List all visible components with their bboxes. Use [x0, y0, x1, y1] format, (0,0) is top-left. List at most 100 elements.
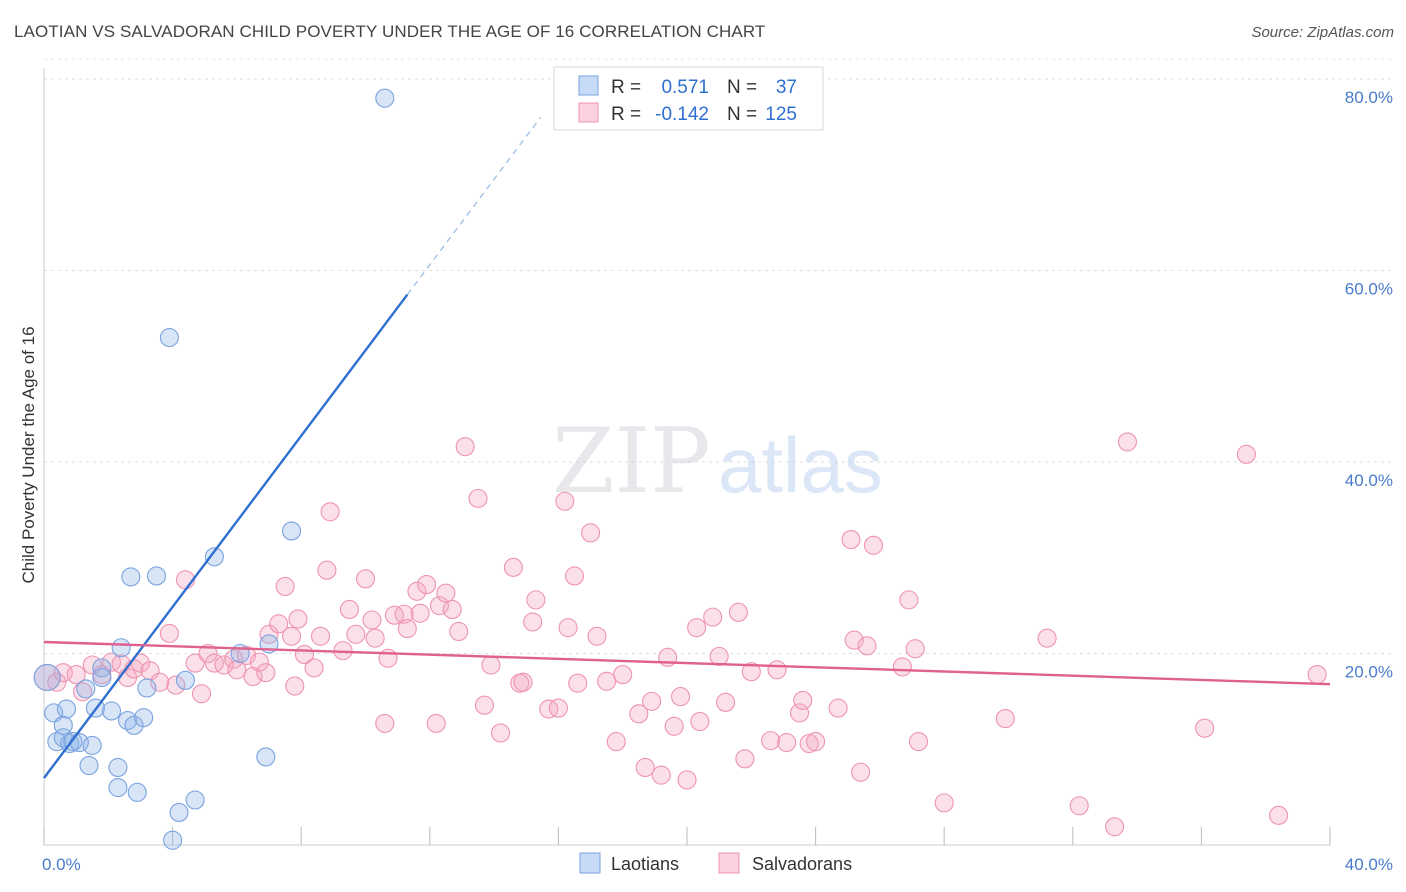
salvadorans-point-87: [687, 618, 707, 638]
salvadorans-point-99: [793, 690, 813, 710]
salvadorans-point-45: [375, 713, 395, 733]
axes: [43, 68, 1331, 846]
salvadorans-point-48: [394, 604, 414, 624]
salvadorans-point-75: [587, 626, 607, 646]
salvadorans-point-94: [741, 662, 761, 682]
laotians-point-35: [282, 521, 302, 541]
y-tick-label-1: 40.0%: [1345, 471, 1393, 490]
laotians-points: [33, 88, 395, 850]
laotians-point-10: [79, 755, 99, 776]
salvadorans-point-113: [995, 709, 1015, 729]
salvadorans-point-74: [580, 523, 601, 543]
laotians-point-11: [82, 735, 102, 755]
salvadorans-point-56: [442, 599, 462, 620]
salvadorans-point-50: [407, 581, 427, 601]
salvadorans-point-32: [285, 676, 305, 696]
salvadorans-point-81: [642, 691, 662, 711]
laotians-point-30: [185, 790, 205, 810]
bottom-legend-laotians-label: Laotians: [611, 854, 679, 874]
salvadorans-point-73: [568, 673, 588, 693]
salvadorans-point-95: [761, 731, 781, 751]
salvadorans-point-26: [249, 652, 269, 672]
salvadorans-point-98: [789, 703, 810, 723]
salvadorans-point-42: [355, 569, 376, 589]
laotians-point-0: [33, 663, 61, 691]
salvadorans-point-18: [191, 684, 212, 704]
salvadorans-point-109: [899, 590, 919, 610]
salvadorans-point-82: [651, 765, 671, 785]
salvadorans-point-67: [526, 590, 546, 610]
salvadorans-point-15: [166, 675, 186, 695]
laotians-point-21: [124, 715, 144, 735]
salvadorans-point-88: [690, 711, 710, 732]
salvadorans-point-102: [828, 698, 848, 718]
salvadorans-point-104: [844, 630, 864, 650]
salvadorans-point-103: [841, 530, 861, 550]
laotians-trend-extension: [406, 116, 542, 296]
salvadorans-trend-line: [43, 640, 1331, 686]
legend-n-label-1: N =: [727, 77, 757, 98]
legend-n-value-2: 125: [765, 104, 797, 125]
laotians-point-36: [375, 88, 395, 108]
watermark-zip: ZIP: [552, 409, 711, 514]
salvadorans-point-17: [185, 653, 205, 673]
salvadorans-point-119: [1236, 444, 1256, 464]
laotians-point-23: [134, 708, 154, 728]
salvadorans-point-43: [362, 610, 382, 630]
salvadorans-point-111: [908, 732, 929, 752]
salvadorans-point-85: [671, 687, 691, 707]
salvadorans-point-71: [558, 618, 578, 638]
salvadorans-point-19: [198, 643, 218, 664]
salvadorans-point-97: [777, 732, 797, 753]
salvadorans-point-7: [101, 652, 122, 672]
salvadorans-point-36: [310, 626, 331, 646]
salvadorans-point-44: [365, 628, 385, 648]
salvadorans-point-101: [806, 732, 826, 752]
salvadorans-point-112: [934, 793, 954, 813]
salvadorans-point-79: [629, 704, 649, 724]
y-tick-label-2: 60.0%: [1345, 280, 1393, 299]
salvadorans-point-29: [269, 614, 289, 634]
salvadorans-point-63: [503, 557, 523, 577]
chart-title: LAOTIAN VS SALVADORAN CHILD POVERTY UNDE…: [14, 22, 766, 41]
laotians-point-29: [175, 670, 196, 690]
salvadorans-point-66: [523, 612, 543, 632]
laotians-point-33: [256, 747, 276, 767]
laotians-point-27: [163, 830, 183, 850]
salvadorans-point-118: [1195, 718, 1215, 738]
salvadorans-point-14: [159, 623, 179, 643]
series-legend: Laotians Salvadorans: [579, 852, 852, 874]
salvadorans-point-62: [490, 723, 511, 743]
y-tick-labels: 20.0% 40.0% 60.0% 80.0%: [1345, 88, 1393, 682]
salvadorans-point-40: [339, 599, 359, 620]
y-axis-title: Child Poverty Under the Age of 16: [19, 326, 38, 583]
bottom-legend-laotians-swatch: [579, 852, 601, 874]
watermark: ZIP atlas: [552, 409, 883, 514]
legend-r-label-2: R =: [611, 104, 641, 125]
bottom-legend-salvadorans-label: Salvadorans: [752, 854, 852, 874]
salvadorans-point-96: [767, 660, 787, 680]
salvadorans-point-30: [275, 576, 295, 597]
laotians-point-9: [76, 679, 96, 699]
salvadorans-point-116: [1105, 817, 1125, 837]
salvadorans-point-92: [728, 602, 748, 622]
laotians-point-16: [108, 757, 128, 777]
salvadorans-point-77: [606, 732, 626, 752]
laotians-trend-line: [43, 293, 409, 779]
laotians-point-18: [111, 638, 131, 658]
salvadorans-point-59: [468, 488, 488, 508]
salvadorans-point-100: [799, 733, 819, 754]
laotians-point-20: [121, 567, 141, 587]
salvadorans-point-23: [227, 660, 247, 680]
salvadorans-point-13: [150, 672, 170, 692]
salvadorans-points: [33, 432, 1327, 837]
salvadorans-point-53: [426, 713, 446, 733]
salvadorans-point-120: [1269, 805, 1289, 825]
salvadorans-point-69: [548, 698, 568, 718]
salvadorans-point-84: [664, 716, 684, 736]
salvadorans-point-4: [73, 682, 93, 702]
salvadorans-point-38: [320, 502, 340, 522]
salvadorans-point-117: [1117, 432, 1138, 452]
salvadorans-point-65: [513, 672, 533, 692]
